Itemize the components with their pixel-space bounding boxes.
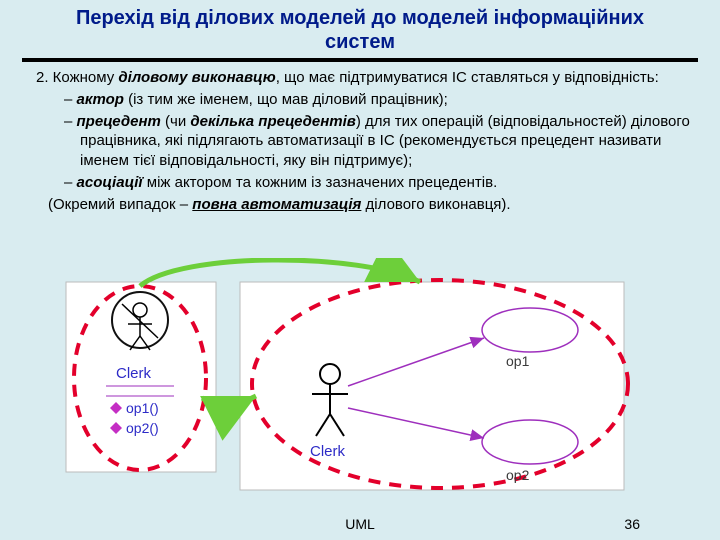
body-text: 2. Кожному діловому виконавцю, що має пі… [0, 68, 720, 215]
b3-bi: асоціації [77, 174, 143, 191]
bullet-3: – асоціації між актором та кожним із заз… [24, 173, 696, 193]
left-op1-text: op1() [126, 400, 159, 416]
left-clerk-label: Clerk [116, 365, 152, 382]
b2-mid1: (чи [161, 113, 191, 130]
b2-bi1: прецедент [77, 113, 161, 130]
diagram-svg: Clerk op1() op2() Clerk op1 op2 [0, 258, 720, 518]
footer-uml: UML [345, 516, 375, 532]
diagram-zone: Clerk op1() op2() Clerk op1 op2 [0, 258, 720, 508]
b3-pre: – [64, 174, 77, 191]
op2-label: op2 [506, 467, 530, 483]
bullet-2: – прецедент (чи декілька прецедентів) дл… [24, 112, 696, 171]
b1-bi: актор [77, 91, 124, 108]
bullet-1: – актор (із тим же іменем, що мав ділови… [24, 90, 696, 110]
left-op2-text: op2() [126, 420, 159, 436]
outro-line: (Окремий випадок – повна автоматизація д… [24, 195, 696, 215]
slide-title: Перехід від ділових моделей до моделей і… [0, 0, 720, 58]
op1-ellipse [482, 308, 578, 352]
op2-ellipse [482, 420, 578, 464]
b2-pre: – [64, 113, 77, 130]
outro-tail: ділового виконавця). [361, 196, 510, 213]
right-panel-rect [240, 282, 624, 490]
op1-label: op1 [506, 353, 530, 369]
b3-tail: між актором та кожним із зазначених прец… [143, 174, 498, 191]
intro-bi: діловому виконавцю [118, 69, 275, 86]
outro-bu: повна автоматизація [192, 196, 361, 213]
right-clerk-label: Clerk [310, 443, 346, 460]
b1-pre: – [64, 91, 77, 108]
b2-bi2: декілька прецедентів [190, 113, 355, 130]
footer-page-number: 36 [624, 516, 640, 532]
intro-num: 2. Кожному [36, 69, 118, 86]
intro-line: 2. Кожному діловому виконавцю, що має пі… [24, 68, 696, 88]
intro-tail: , що має підтримуватися ІС ставляться у … [276, 69, 659, 86]
title-divider [22, 58, 698, 62]
outro-pre: (Окремий випадок – [48, 196, 192, 213]
b1-tail: (із тим же іменем, що мав діловий праців… [124, 91, 448, 108]
